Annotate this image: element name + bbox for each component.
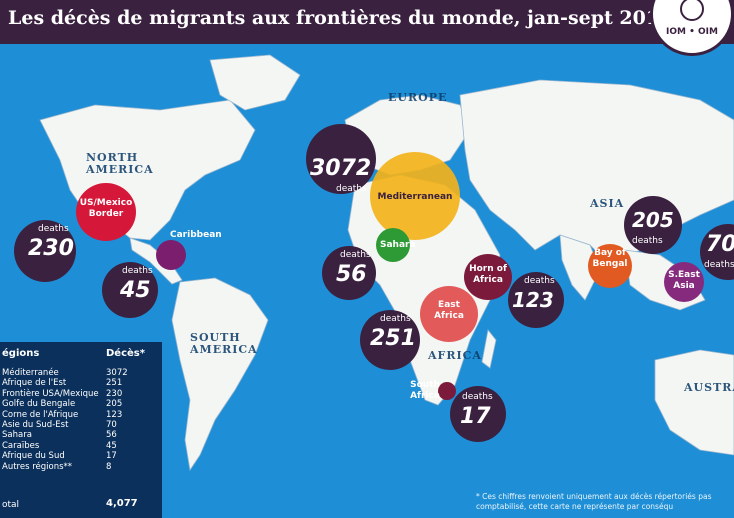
caribbean-label: Caribbean (170, 230, 222, 240)
bubble-sahara (376, 228, 410, 262)
table-cell-deaths: 230 (106, 388, 123, 399)
bubble-horn-count (508, 272, 564, 328)
table-row: Asie du Sud-Est 70 (0, 420, 162, 430)
table-row: Frontière USA/Mexique 230 (0, 389, 162, 399)
australia-land (654, 349, 734, 456)
bubble-horn-of-africa (464, 254, 512, 300)
table-cell-deaths: 17 (106, 451, 117, 462)
bubble-east-africa (420, 286, 478, 342)
label-europe: EUROPE (388, 91, 448, 104)
bengal-count: 205 (632, 208, 674, 232)
bubble-us-mexico (76, 183, 136, 241)
bubble-south-africa-count (450, 386, 506, 442)
east-africa-count: 251 (370, 326, 416, 351)
table-total-value: 4,077 (106, 498, 138, 509)
bubble-us-mexico-count (14, 220, 76, 282)
table-total-label: otal (2, 500, 20, 510)
table-cell-deaths: 205 (106, 399, 123, 410)
south-africa-count: 17 (460, 404, 491, 429)
greenland-land (209, 54, 301, 111)
mediterranean-deaths: deaths (336, 184, 367, 194)
table-cell-deaths: 45 (106, 440, 117, 451)
table-cell-region: Frontière USA/Mexique (2, 388, 99, 399)
footnote: * Ces chiffres renvoient uniquement aux … (476, 492, 712, 511)
map-title: Les décès de migrants aux frontières du … (8, 7, 673, 29)
label-south-america: SOUTH AMERICA (190, 331, 258, 356)
bubble-east-africa-count (360, 310, 420, 370)
table-header-region: égions (2, 348, 40, 359)
label-australia: AUSTRA (684, 381, 734, 394)
se-asia-deaths: deaths (704, 260, 734, 270)
table-cell-region: Corne de l'Afrique (2, 409, 79, 420)
bubble-south-africa (438, 382, 456, 400)
table-row: Afrique de l'Est 251 (0, 378, 162, 388)
label-africa: AFRICA (428, 349, 482, 362)
bengal-label: Bay of Bengal (592, 248, 628, 269)
bubble-mediterranean-count (306, 124, 376, 194)
globe-icon (680, 0, 704, 21)
sahara-deaths: deaths (340, 250, 371, 260)
table-header-deaths: Décès* (106, 348, 145, 359)
bubble-se-asia (664, 262, 704, 302)
south-africa-label: South Africa (410, 380, 440, 401)
madagascar-land (481, 329, 497, 369)
table-row: Sahara 56 (0, 430, 162, 440)
bubble-mediterranean (370, 152, 460, 240)
bengal-deaths: deaths (632, 236, 663, 246)
asia-land (459, 79, 734, 266)
caribbean-count: 45 (120, 278, 151, 303)
table-cell-region: Autres régions** (2, 461, 73, 472)
india-land (559, 234, 601, 301)
table-cell-region: Méditerranée (2, 368, 59, 378)
table-row: Méditerranée 3072 (0, 368, 162, 378)
table-cell-deaths: 56 (106, 430, 117, 441)
mediterranean-count: 3072 (310, 156, 372, 181)
bubble-bay-of-bengal (588, 244, 632, 288)
table-row: Autres régions** 8 (0, 462, 162, 472)
horn-label: Horn of Africa (469, 264, 507, 285)
east-africa-label: East Africa (434, 300, 464, 321)
bubble-sahara-count (322, 246, 376, 300)
east-africa-deaths: deaths (380, 314, 411, 324)
table-cell-deaths: 3072 (106, 368, 128, 378)
table-row: Afrique du Sud 17 (0, 451, 162, 461)
se-asia-count: 70 (706, 232, 734, 257)
table-cell-region: Asie du Sud-Est (2, 420, 69, 430)
table-cell-deaths: 251 (106, 378, 123, 389)
us-mexico-count: 230 (28, 236, 74, 261)
table-row: Caraïbes 45 (0, 441, 162, 451)
table-cell-region: Golfe du Bengale (2, 399, 76, 410)
table-row: Corne de l'Afrique 123 (0, 410, 162, 420)
se-asia-label: S.East Asia (668, 270, 700, 291)
south-america-land (171, 277, 269, 472)
south-africa-deaths: deaths (462, 392, 493, 402)
logo-text: IOM • OIM (666, 27, 718, 37)
deaths-table: égions Décès* Méditerranée 3072 Afrique de… (0, 342, 162, 518)
sahara-count: 56 (336, 262, 367, 287)
table-row: Golfe du Bengale 205 (0, 399, 162, 409)
table-cell-region: Caraïbes (2, 440, 40, 451)
bubble-caribbean-count (102, 262, 158, 318)
table-cell-region: Afrique de l'Est (2, 378, 67, 389)
table-cell-deaths: 8 (106, 461, 112, 472)
title-bar: Les décès de migrants aux frontières du … (0, 0, 734, 44)
mediterranean-label: Mediterranean (377, 192, 453, 202)
bubble-bengal-count (624, 196, 682, 254)
table-cell-region: Sahara (2, 430, 32, 441)
sahara-label: Sahara (380, 240, 416, 250)
horn-count: 123 (512, 288, 554, 312)
bubble-caribbean (156, 240, 186, 270)
caribbean-deaths: deaths (122, 266, 153, 276)
table-cell-region: Afrique du Sud (2, 451, 65, 462)
central-america-land (129, 237, 183, 285)
table-cell-deaths: 123 (106, 409, 123, 420)
label-north-america: NORTH AMERICA (86, 151, 154, 176)
us-mexico-deaths: deaths (38, 224, 69, 234)
horn-deaths: deaths (524, 276, 555, 286)
us-mexico-label: US/Mexico Border (79, 198, 133, 219)
table-cell-deaths: 70 (106, 420, 117, 430)
label-asia: ASIA (590, 197, 625, 210)
